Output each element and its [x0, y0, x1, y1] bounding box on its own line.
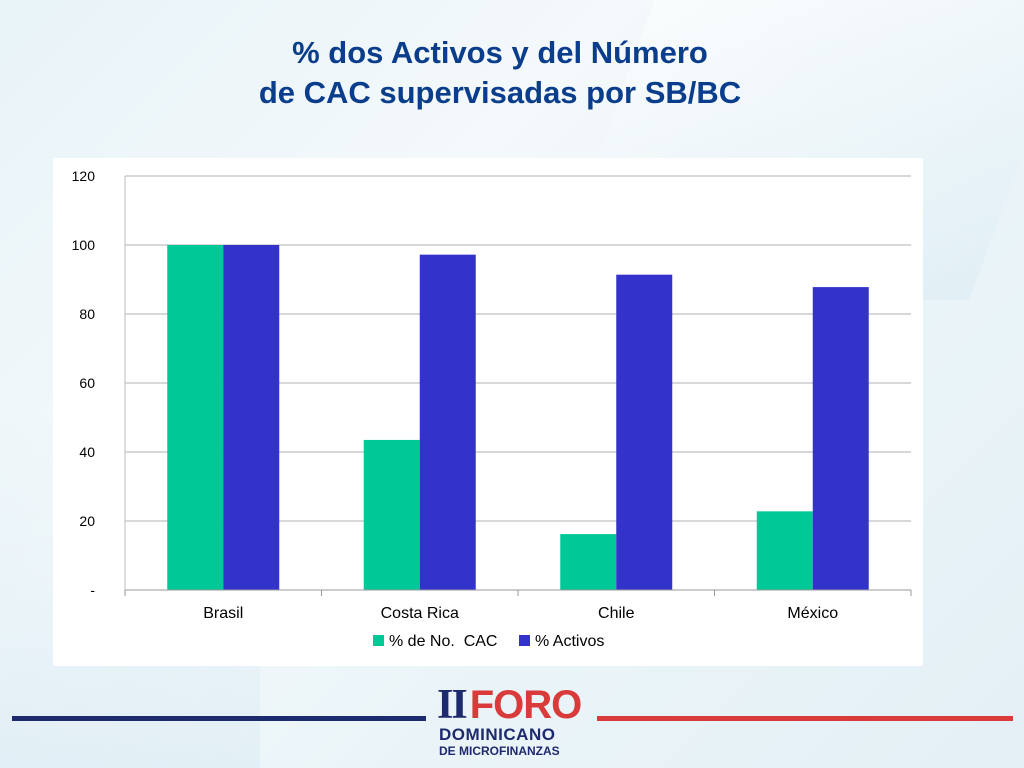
bars [167, 245, 869, 590]
legend-swatch [373, 635, 384, 646]
bar-cac [560, 534, 617, 590]
slide-title-line-2: de CAC supervisadas por SB/BC [258, 75, 742, 110]
logo-roman: II [437, 682, 468, 728]
bar-cac [756, 511, 813, 590]
logo-main: II FORO [437, 682, 583, 728]
x-tick-label: Costa Rica [381, 605, 459, 622]
slide-title-line-1: % dos Activos y del Número [292, 35, 708, 70]
y-tick-label: 40 [79, 444, 95, 460]
y-tick-label: 100 [72, 237, 96, 253]
y-tick-label: 20 [79, 513, 95, 529]
legend-swatch [519, 635, 530, 646]
footer-line-left [12, 716, 426, 721]
y-tick-label: 120 [72, 168, 96, 184]
bar-activos [616, 274, 673, 590]
legend-label: % Activos [535, 633, 604, 650]
logo-word: FORO [469, 683, 583, 727]
y-tick-label: 80 [79, 306, 95, 322]
x-axis: Brasil Costa Rica Chile México [124, 176, 912, 622]
y-tick-label: - [90, 582, 95, 598]
foro-logo: II FORO DOMINICANO DE MICROFINANZAS [437, 683, 589, 761]
logo-line-1: DOMINICANO [439, 725, 556, 744]
bar-cac [363, 439, 420, 590]
bar-activos [223, 245, 280, 590]
legend: % de No. CAC % Activos [373, 633, 604, 650]
y-tick-label: 60 [79, 375, 95, 391]
bar-cac [167, 245, 224, 590]
bar-chart: - 20 40 60 80 100 120 Brasil Costa Rica Chile Méx… [72, 168, 912, 650]
slide-title: % dos Activos y del Número de CAC superv… [0, 33, 1000, 113]
y-axis-ticks: - 20 40 60 80 100 120 [72, 168, 96, 598]
bar-activos [812, 287, 869, 590]
x-tick-label: Brasil [203, 605, 243, 622]
x-tick-label: México [787, 605, 838, 622]
footer-line-right [597, 716, 1013, 721]
chart-panel: - 20 40 60 80 100 120 Brasil Costa Rica Chile Méx… [53, 158, 923, 666]
logo-line-2: DE MICROFINANZAS [439, 744, 560, 758]
bar-activos [419, 254, 476, 590]
legend-label: % de No. CAC [389, 633, 497, 650]
x-tick-label: Chile [598, 605, 635, 622]
